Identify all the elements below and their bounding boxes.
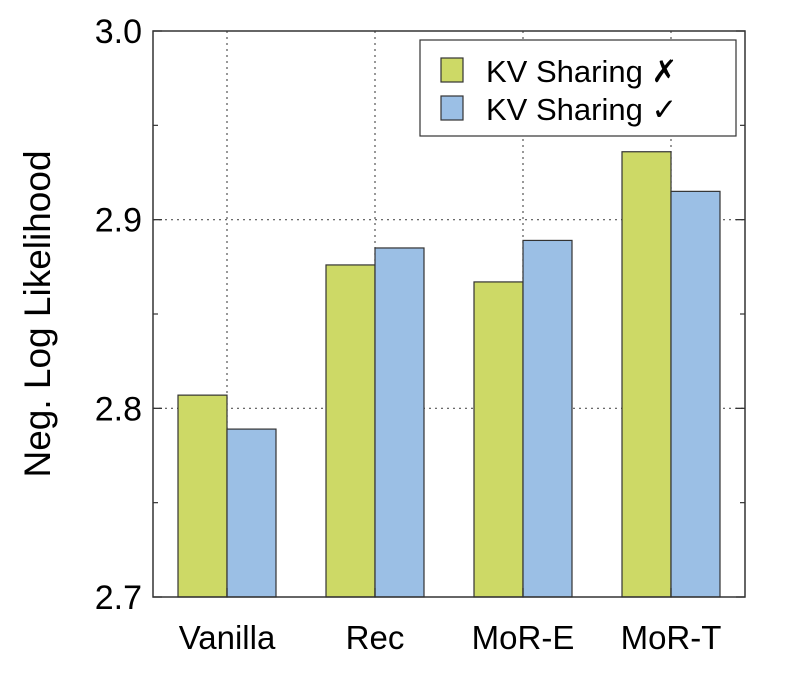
- bar-mor-t-series-0: [621, 151, 672, 598]
- bar-rec-series-1: [374, 247, 425, 598]
- legend-swatch-kv-sharing-on: [440, 95, 464, 121]
- x-tick-label-vanilla: Vanilla: [179, 619, 276, 656]
- bar-vanilla-series-0: [177, 394, 228, 598]
- bar-mor-e-series-0: [473, 281, 524, 598]
- bar-vanilla-series-1: [226, 428, 277, 598]
- x-tick-label-mor-e: MoR-E: [472, 619, 575, 656]
- y-tick-label: 3.0: [95, 13, 142, 51]
- bar-mor-t-series-1: [670, 190, 721, 598]
- x-tick-label-mor-t: MoR-T: [621, 619, 722, 656]
- bar-mor-e-series-1: [522, 239, 573, 598]
- y-tick-label: 2.7: [95, 579, 142, 617]
- y-tick-label: 2.8: [95, 390, 142, 428]
- legend-swatch-kv-sharing-off: [440, 57, 464, 83]
- legend: KV Sharing ✗ KV Sharing ✓: [419, 39, 737, 137]
- bars: [177, 151, 721, 598]
- y-axis-label: Neg. Log Likelihood: [17, 150, 58, 477]
- axis-ticks: 2.7 2.8 2.9 3.0 Vanilla Rec MoR-E MoR-T: [95, 13, 745, 656]
- x-tick-label-rec: Rec: [346, 619, 405, 656]
- legend-frame: [419, 39, 737, 137]
- bar-rec-series-0: [325, 264, 376, 598]
- legend-label-kv-sharing-on: KV Sharing ✓: [486, 92, 677, 127]
- legend-label-kv-sharing-off: KV Sharing ✗: [486, 54, 677, 89]
- y-tick-label: 2.9: [95, 202, 142, 240]
